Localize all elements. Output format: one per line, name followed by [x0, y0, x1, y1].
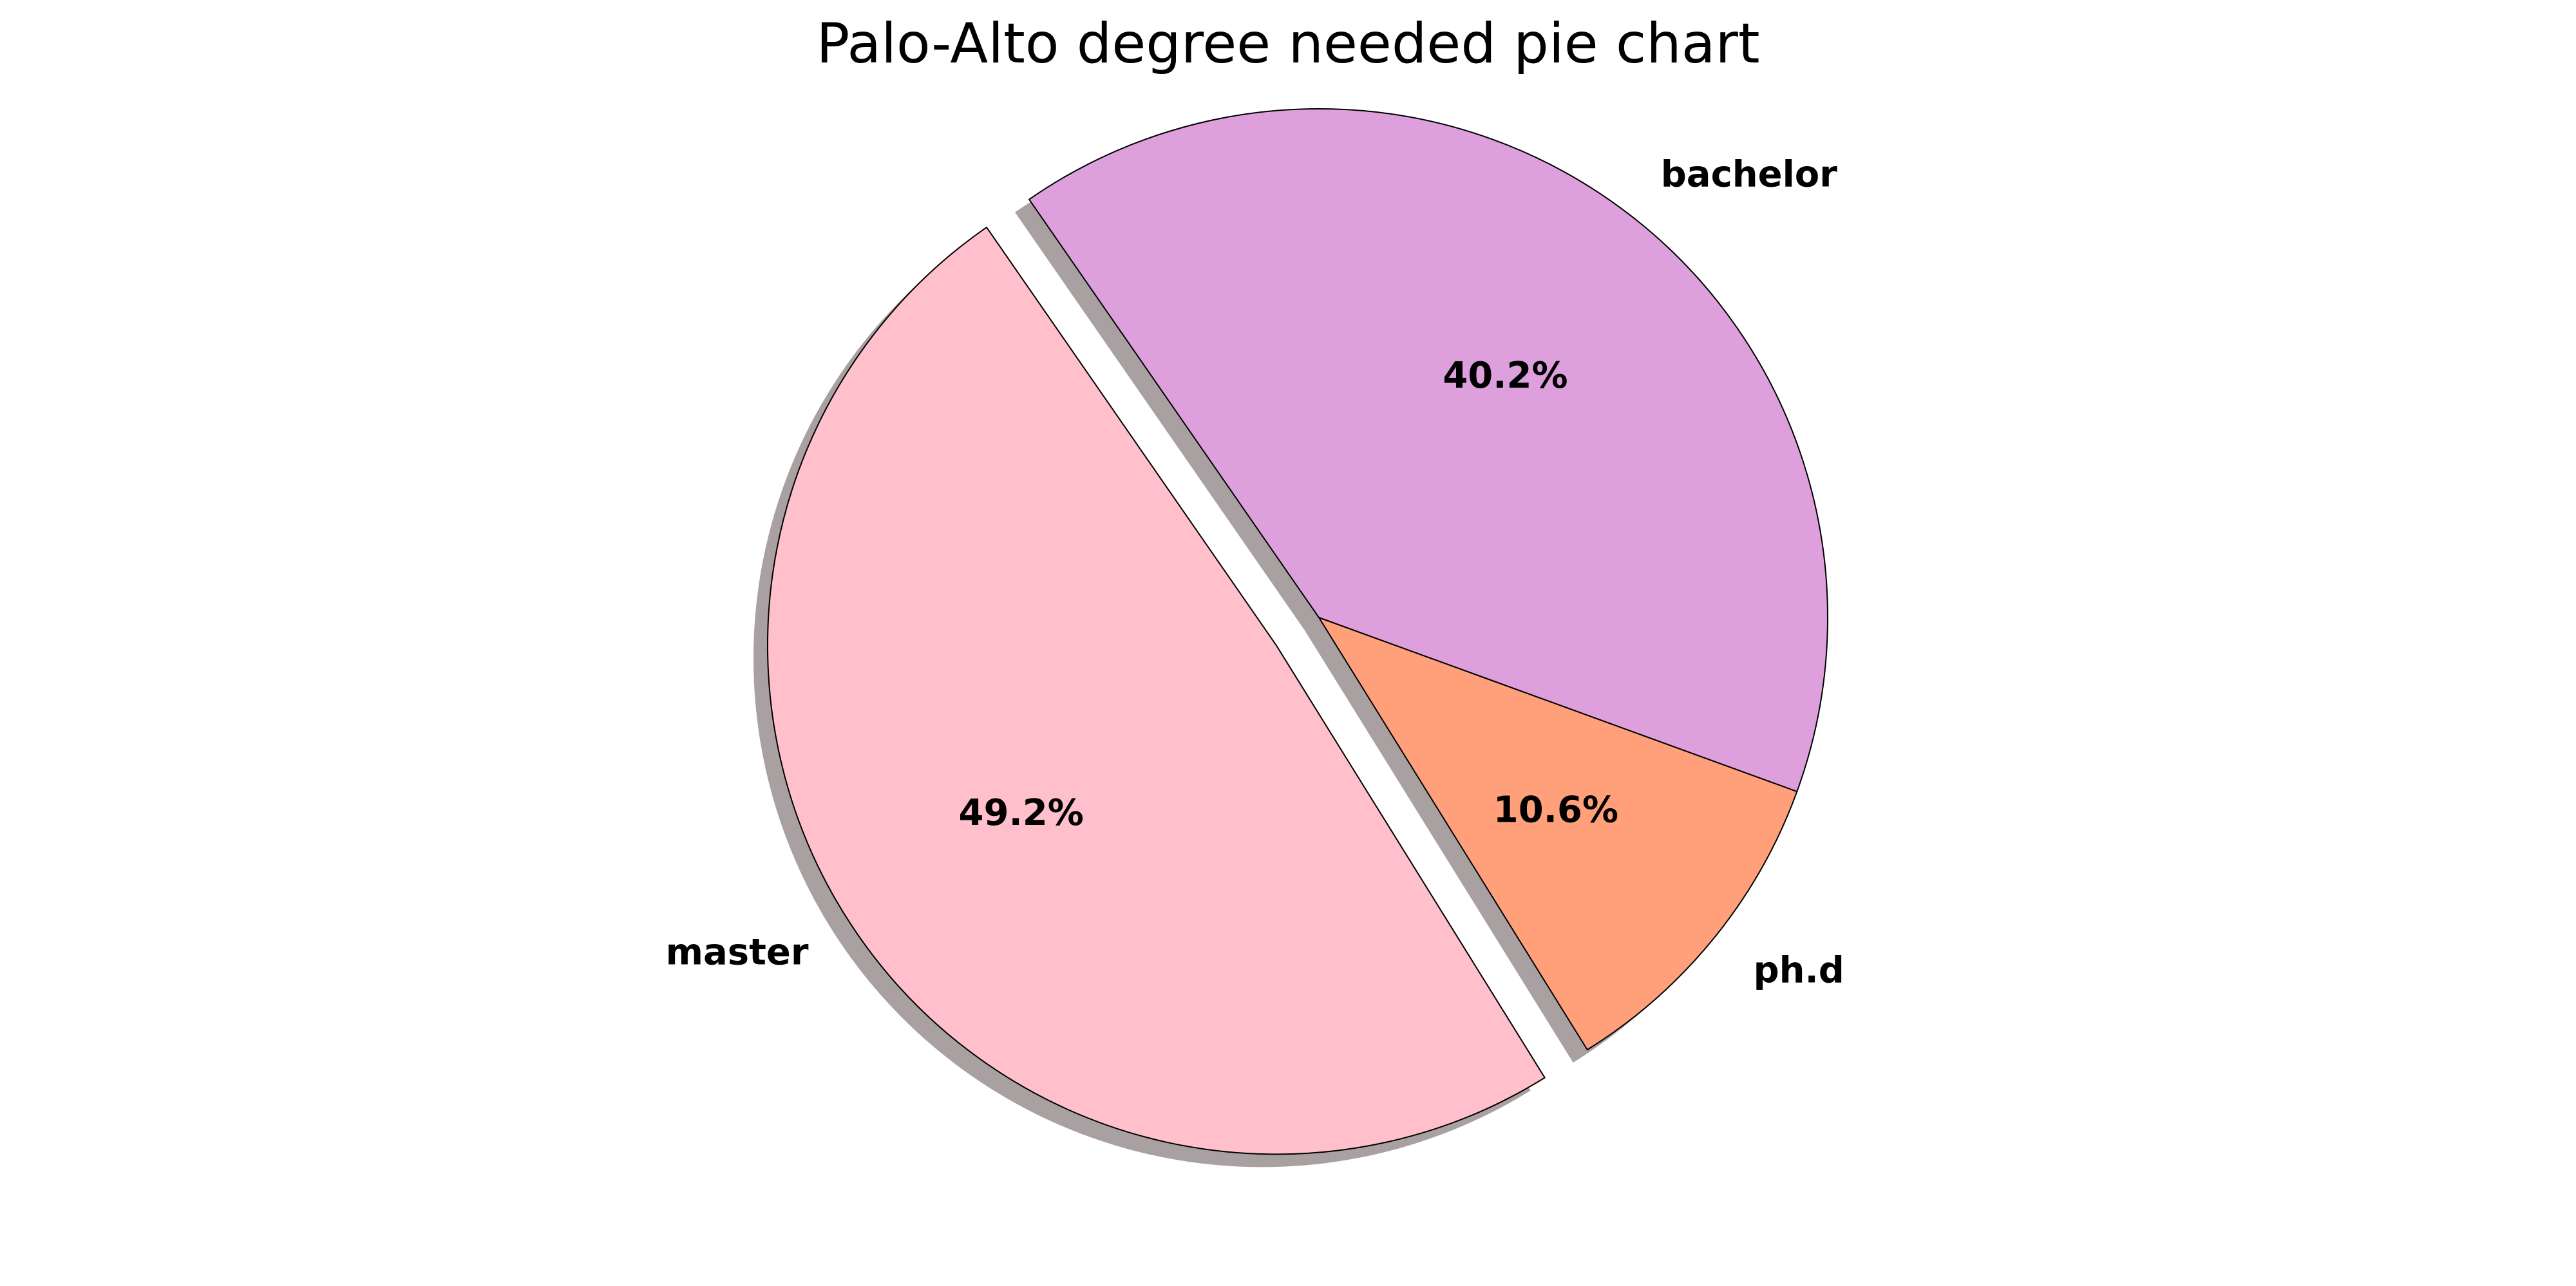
chart-title: Palo-Alto degree needed pie chart — [816, 12, 1760, 76]
slice-percent-ph-d: 10.6% — [1493, 789, 1618, 831]
pie-labels: bachelor 40.2% master 49.2% ph.d 10.6% — [666, 153, 1844, 991]
slice-label-master: master — [666, 932, 809, 974]
slice-label-bachelor: bachelor — [1661, 153, 1838, 195]
pie-slice-ph-d — [1318, 617, 1798, 1051]
pie-slice-bachelor — [1028, 108, 1829, 793]
slice-percent-master: 49.2% — [959, 792, 1084, 834]
pie-slice-master — [767, 227, 1546, 1155]
slice-percent-bachelor: 40.2% — [1443, 355, 1567, 397]
slice-label-ph-d: ph.d — [1754, 949, 1844, 991]
pie-slices — [767, 108, 1829, 1155]
